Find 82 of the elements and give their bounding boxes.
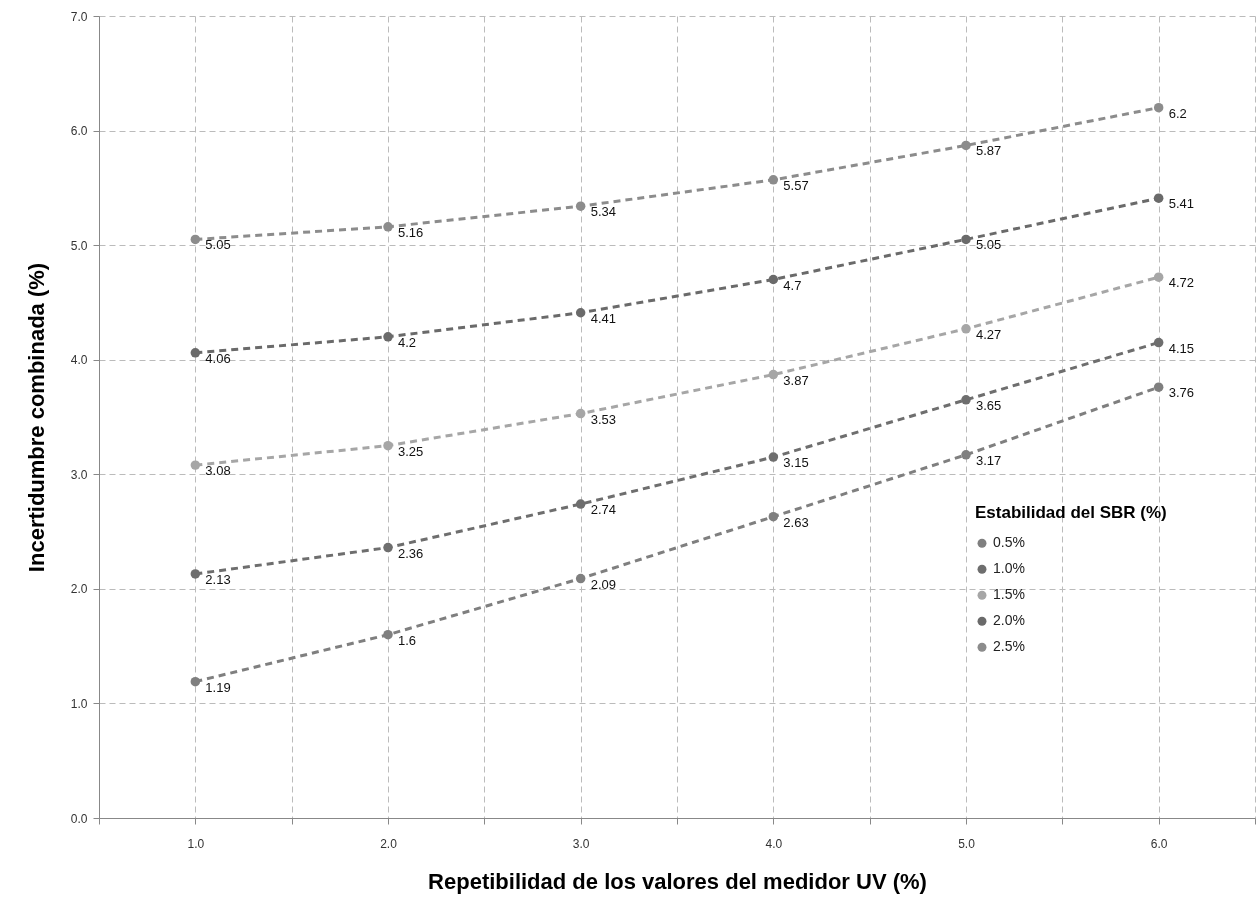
data-label: 4.72: [1168, 275, 1194, 291]
data-label: 3.76: [1168, 385, 1194, 401]
x-tick-label: 2.0: [380, 836, 398, 851]
point: [575, 308, 586, 318]
point: [1153, 272, 1164, 282]
data-label: 2.36: [398, 545, 424, 561]
data-label: 4.2: [398, 334, 417, 350]
point: [190, 460, 201, 470]
data-label: 5.05: [976, 237, 1002, 253]
y-tick-label: 0.0: [70, 811, 88, 826]
point: [383, 542, 393, 553]
data-label: 2.74: [590, 502, 616, 518]
data-label: 3.08: [205, 463, 231, 479]
data-label: 5.34: [590, 204, 616, 220]
data-label: 5.05: [205, 237, 231, 253]
point: [768, 511, 779, 522]
point: [575, 573, 586, 584]
data-label: 4.06: [205, 350, 231, 366]
y-tick-label: 3.0: [70, 467, 88, 482]
legend-title: Estabilidad del SBR (%): [975, 503, 1167, 523]
data-label: 5.87: [976, 143, 1002, 159]
x-tick-label: 6.0: [1150, 836, 1168, 851]
data-label: 2.13: [205, 571, 231, 587]
point: [1153, 337, 1164, 348]
point: [1153, 193, 1164, 203]
y-tick-label: 7.0: [70, 9, 88, 24]
point: [961, 234, 971, 245]
data-label: 3.15: [783, 455, 809, 471]
x-tick-label: 3.0: [572, 836, 590, 851]
data-label: 4.15: [1168, 340, 1194, 356]
y-tick-label: 2.0: [70, 582, 88, 597]
point: [575, 499, 586, 509]
legend-label: 1.0%: [993, 560, 1025, 577]
data-label: 5.41: [1168, 196, 1194, 212]
data-label: 1.19: [205, 679, 231, 695]
point: [961, 395, 971, 405]
point: [575, 408, 586, 419]
data-label: 1.6: [398, 632, 417, 648]
legend-label: 0.5%: [993, 534, 1025, 551]
data-label: 4.41: [590, 310, 616, 326]
y-tick-label: 5.0: [70, 238, 88, 253]
y-tick-label: 4.0: [70, 353, 88, 368]
point: [575, 201, 586, 211]
data-label: 6.2: [1168, 105, 1187, 121]
point: [190, 234, 201, 245]
x-tick-label: 4.0: [765, 836, 783, 851]
point: [190, 676, 201, 687]
x-axis-title: Repetibilidad de los valores del medidor UV (%): [428, 868, 927, 894]
data-label: 4.7: [783, 277, 802, 293]
legend-label: 2.5%: [993, 638, 1025, 655]
point: [190, 569, 201, 579]
point: [768, 175, 779, 185]
y-axis-title: Incertidumbre combinada (%): [23, 262, 49, 573]
data-label: 3.65: [976, 397, 1002, 413]
data-label: 4.27: [976, 326, 1002, 342]
point: [190, 348, 201, 358]
point: [768, 369, 779, 380]
legend-label: 2.0%: [993, 612, 1025, 629]
data-label: 5.16: [398, 224, 424, 240]
point: [1153, 102, 1164, 113]
data-label: 2.63: [783, 514, 809, 530]
data-label: 2.09: [590, 576, 616, 592]
data-label: 3.17: [976, 452, 1002, 468]
point: [383, 440, 393, 451]
point: [961, 324, 971, 334]
data-label: 3.53: [590, 411, 616, 427]
data-label: 3.87: [783, 372, 809, 388]
point: [383, 222, 393, 232]
y-tick-label: 1.0: [70, 696, 88, 711]
y-tick-label: 6.0: [70, 124, 88, 139]
data-label: 5.57: [783, 177, 809, 193]
x-tick-label: 5.0: [958, 836, 976, 851]
legend-label: 1.5%: [993, 586, 1025, 603]
point: [383, 629, 393, 640]
x-tick-label: 1.0: [187, 836, 205, 851]
point: [768, 274, 779, 285]
point: [383, 332, 393, 342]
data-label: 3.25: [398, 443, 424, 459]
point: [961, 140, 971, 151]
point: [768, 452, 779, 462]
point: [1153, 382, 1164, 392]
point: [961, 450, 971, 460]
